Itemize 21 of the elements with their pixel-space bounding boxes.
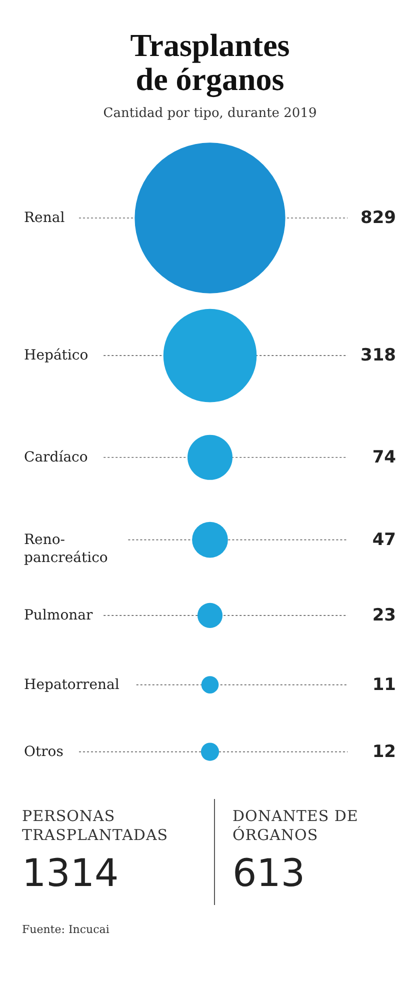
category-label: Cardíaco <box>24 449 88 466</box>
text: DONANTES DE ÓRGANOS <box>232 807 360 845</box>
data-label: 318 <box>360 346 396 366</box>
text: Cantidad por tipo, durante 2019 <box>103 106 317 121</box>
category-label: Hepático <box>24 348 88 364</box>
source-note: Fuente: Incucai <box>22 923 110 936</box>
data-label: 11 <box>372 674 396 695</box>
data-label: 47 <box>372 530 396 550</box>
text: Trasplantes de órganos <box>130 27 290 98</box>
category-label: Otros <box>24 744 64 760</box>
text: PERSONAS TRASPLANTADAS <box>22 807 170 845</box>
category-label: Renal <box>24 210 66 226</box>
data-label: 12 <box>372 742 396 762</box>
data-label: 74 <box>372 447 396 468</box>
text: 613 <box>232 851 306 895</box>
category-label: Pulmonar <box>24 607 93 624</box>
data-label: 23 <box>372 605 396 626</box>
data-label: 829 <box>360 208 396 228</box>
category-label: Reno-pancreático <box>24 532 108 566</box>
text: 1314 <box>22 851 120 895</box>
category-label: Hepatorrenal <box>24 676 120 693</box>
